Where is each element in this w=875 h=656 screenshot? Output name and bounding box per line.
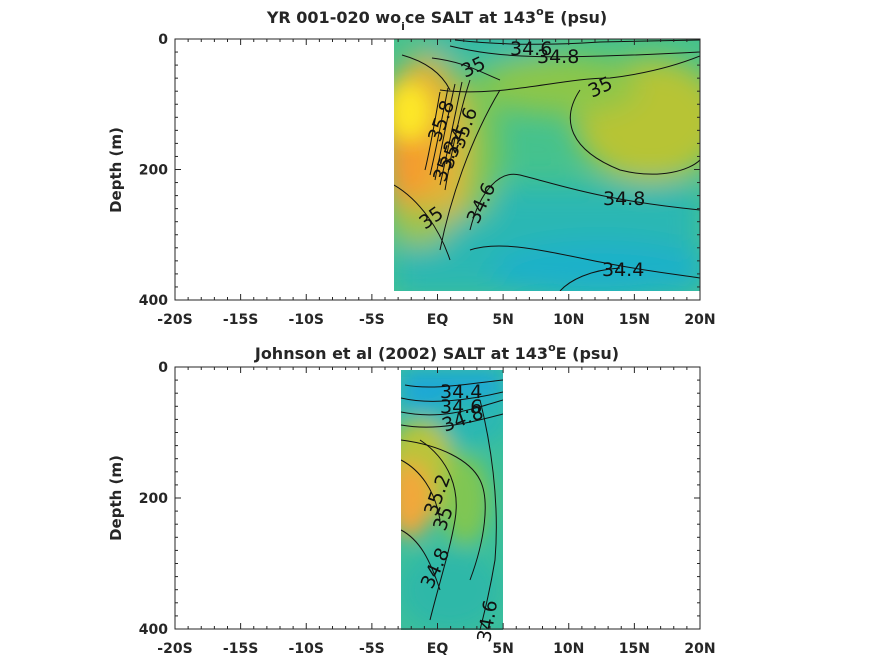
- bottom-ticks: -20S -15S -10S -5S EQ 5N 10N 15N 20N 0 200 400: [139, 360, 716, 656]
- top-title: YR 001-020 woice SALT at 143oE (psu): [266, 5, 607, 33]
- top-x-tick-label: -5S: [359, 312, 385, 328]
- top-x-tick-label: -10S: [289, 312, 324, 328]
- top-contour-lines: [394, 39, 700, 291]
- bottom-salinity-field: [401, 370, 503, 630]
- bottom-y-tick-label: 0: [158, 360, 168, 376]
- top-y-axis-label: Depth (m): [107, 127, 125, 213]
- bottom-y-tick-label: 400: [139, 622, 168, 638]
- bottom-panel: Johnson et al (2002) SALT at 143oE (psu)…: [107, 341, 716, 656]
- bottom-title: Johnson et al (2002) SALT at 143oE (psu): [254, 341, 619, 363]
- top-contour-label-348: 34.8: [537, 46, 579, 68]
- bottom-y-tick-label: 200: [139, 491, 168, 507]
- bottom-contour-lines: [401, 379, 503, 630]
- top-y-tick-label: 200: [139, 163, 168, 179]
- bottom-x-tick-label: -15S: [223, 641, 258, 656]
- top-x-tick-label: EQ: [427, 312, 449, 328]
- bottom-x-tick-label: 20N: [684, 641, 715, 656]
- bottom-contour-label-346: 34.6: [440, 396, 482, 418]
- top-x-tick-label: 15N: [619, 312, 650, 328]
- top-y-tick-label: 0: [158, 32, 168, 48]
- top-x-tick-label: -15S: [223, 312, 258, 328]
- bottom-x-tick-label: EQ: [427, 641, 449, 656]
- top-y-tick-label: 400: [139, 293, 168, 309]
- bottom-x-tick-label: 5N: [492, 641, 513, 656]
- bottom-x-tick-label: -10S: [289, 641, 324, 656]
- bottom-x-tick-label: 10N: [553, 641, 584, 656]
- top-x-tick-label: -20S: [157, 312, 192, 328]
- top-panel: YR 001-020 woice SALT at 143oE (psu) Dep…: [107, 5, 716, 328]
- bottom-contour-label-344: 34.4: [440, 381, 482, 403]
- top-x-tick-label: 10N: [553, 312, 584, 328]
- top-contour-label-344: 34.4: [602, 259, 644, 281]
- bottom-x-tick-label: 15N: [619, 641, 650, 656]
- top-contour-label-348b: 34.8: [603, 188, 645, 210]
- bottom-y-axis-label: Depth (m): [107, 455, 125, 541]
- top-ticks: -20S -15S -10S -5S EQ 5N 10N 15N 20N 0 200 400: [139, 32, 716, 328]
- bottom-x-tick-label: -20S: [157, 641, 192, 656]
- bottom-x-tick-label: -5S: [359, 641, 385, 656]
- top-contour-label-346: 34.6: [510, 38, 552, 60]
- top-x-tick-label: 5N: [492, 312, 513, 328]
- top-x-tick-label: 20N: [684, 312, 715, 328]
